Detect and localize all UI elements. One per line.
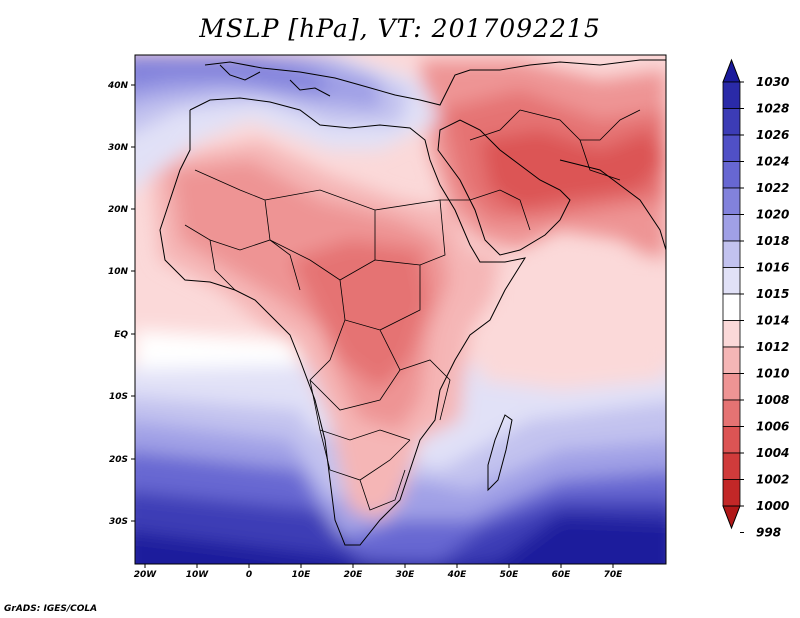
lon-label-20w: 20W: [134, 570, 158, 580]
colorbar-label: 1014: [756, 314, 789, 328]
lon-label-40e: 40E: [447, 570, 468, 580]
colorbar-box: [722, 346, 741, 374]
lat-label-10n: 10N: [108, 267, 129, 277]
colorbar-box: [722, 426, 741, 454]
colorbar-label: 1010: [756, 367, 789, 381]
colorbar-label: 1015: [756, 287, 789, 301]
colorbar-label: 1028: [756, 102, 789, 116]
colorbar-label: 1020: [756, 208, 789, 222]
lon-label-10e: 10E: [292, 570, 312, 580]
lat-label-30s: 30S: [109, 517, 128, 527]
colorbar-top-arrow: [722, 58, 741, 83]
lat-label-10s: 10S: [109, 392, 128, 402]
colorbar-box: [722, 399, 741, 427]
lat-label-30n: 30N: [108, 143, 129, 153]
lat-label-20s: 20S: [109, 455, 128, 465]
colorbar-label: 1026: [756, 128, 789, 142]
lon-label-0: 0: [246, 570, 252, 580]
colorbar-box: [722, 293, 741, 321]
colorbar-label: 1022: [756, 181, 789, 195]
colorbar-label: 1002: [756, 473, 789, 487]
colorbar-box: [722, 373, 741, 401]
colorbar-box: [722, 452, 741, 480]
colorbar-bottom-arrow: [722, 505, 741, 530]
colorbar-box: [722, 240, 741, 268]
grads-credit: GrADS: IGES/COLA: [4, 604, 98, 614]
colorbar-box: [722, 214, 741, 242]
colorbar-label: 1004: [756, 446, 789, 460]
colorbar-box: [722, 187, 741, 215]
colorbar-label: 1018: [756, 234, 789, 248]
colorbar-label: 1012: [756, 340, 789, 354]
colorbar-box: [722, 320, 741, 348]
pressure-field: [135, 55, 666, 564]
colorbar-label: 1000: [756, 499, 789, 513]
axis-ticks: [131, 84, 614, 568]
colorbar-box: [722, 267, 741, 295]
map-title: MSLP [hPa], VT: 2017092215: [199, 14, 601, 43]
colorbar: 1030 1028 1026 1024 1022 1020 1018 1016 1015 1014…: [722, 58, 789, 540]
lon-label-50e: 50E: [500, 570, 520, 580]
colorbar-box: [722, 161, 741, 189]
colorbar-label: 1030: [756, 75, 789, 89]
lon-label-20e: 20E: [344, 570, 364, 580]
coastlines: [159, 59, 666, 546]
lon-label-10w: 10W: [186, 570, 210, 580]
colorbar-box: [722, 134, 741, 162]
lon-label-30e: 30E: [396, 570, 416, 580]
lon-label-60e: 60E: [552, 570, 572, 580]
colorbar-label: 1008: [756, 393, 789, 407]
colorbar-box: [722, 479, 741, 507]
lat-label-20n: 20N: [108, 205, 129, 215]
lat-label-40n: 40N: [107, 81, 129, 91]
lon-label-70e: 70E: [604, 570, 624, 580]
colorbar-box: [722, 81, 741, 109]
colorbar-label: 1024: [756, 155, 789, 169]
borders: [184, 109, 641, 511]
colorbar-box: [722, 108, 741, 136]
plot-frame: [134, 54, 667, 565]
colorbar-label: 1006: [756, 420, 789, 434]
colorbar-label: 998: [756, 526, 781, 540]
colorbar-label: 1016: [756, 261, 789, 275]
lat-label-eq: EQ: [114, 330, 128, 340]
